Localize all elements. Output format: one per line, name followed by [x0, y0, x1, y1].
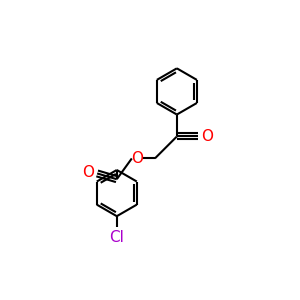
Text: O: O: [82, 165, 94, 180]
Text: O: O: [201, 129, 213, 144]
Text: Cl: Cl: [110, 230, 124, 244]
Text: O: O: [132, 151, 144, 166]
